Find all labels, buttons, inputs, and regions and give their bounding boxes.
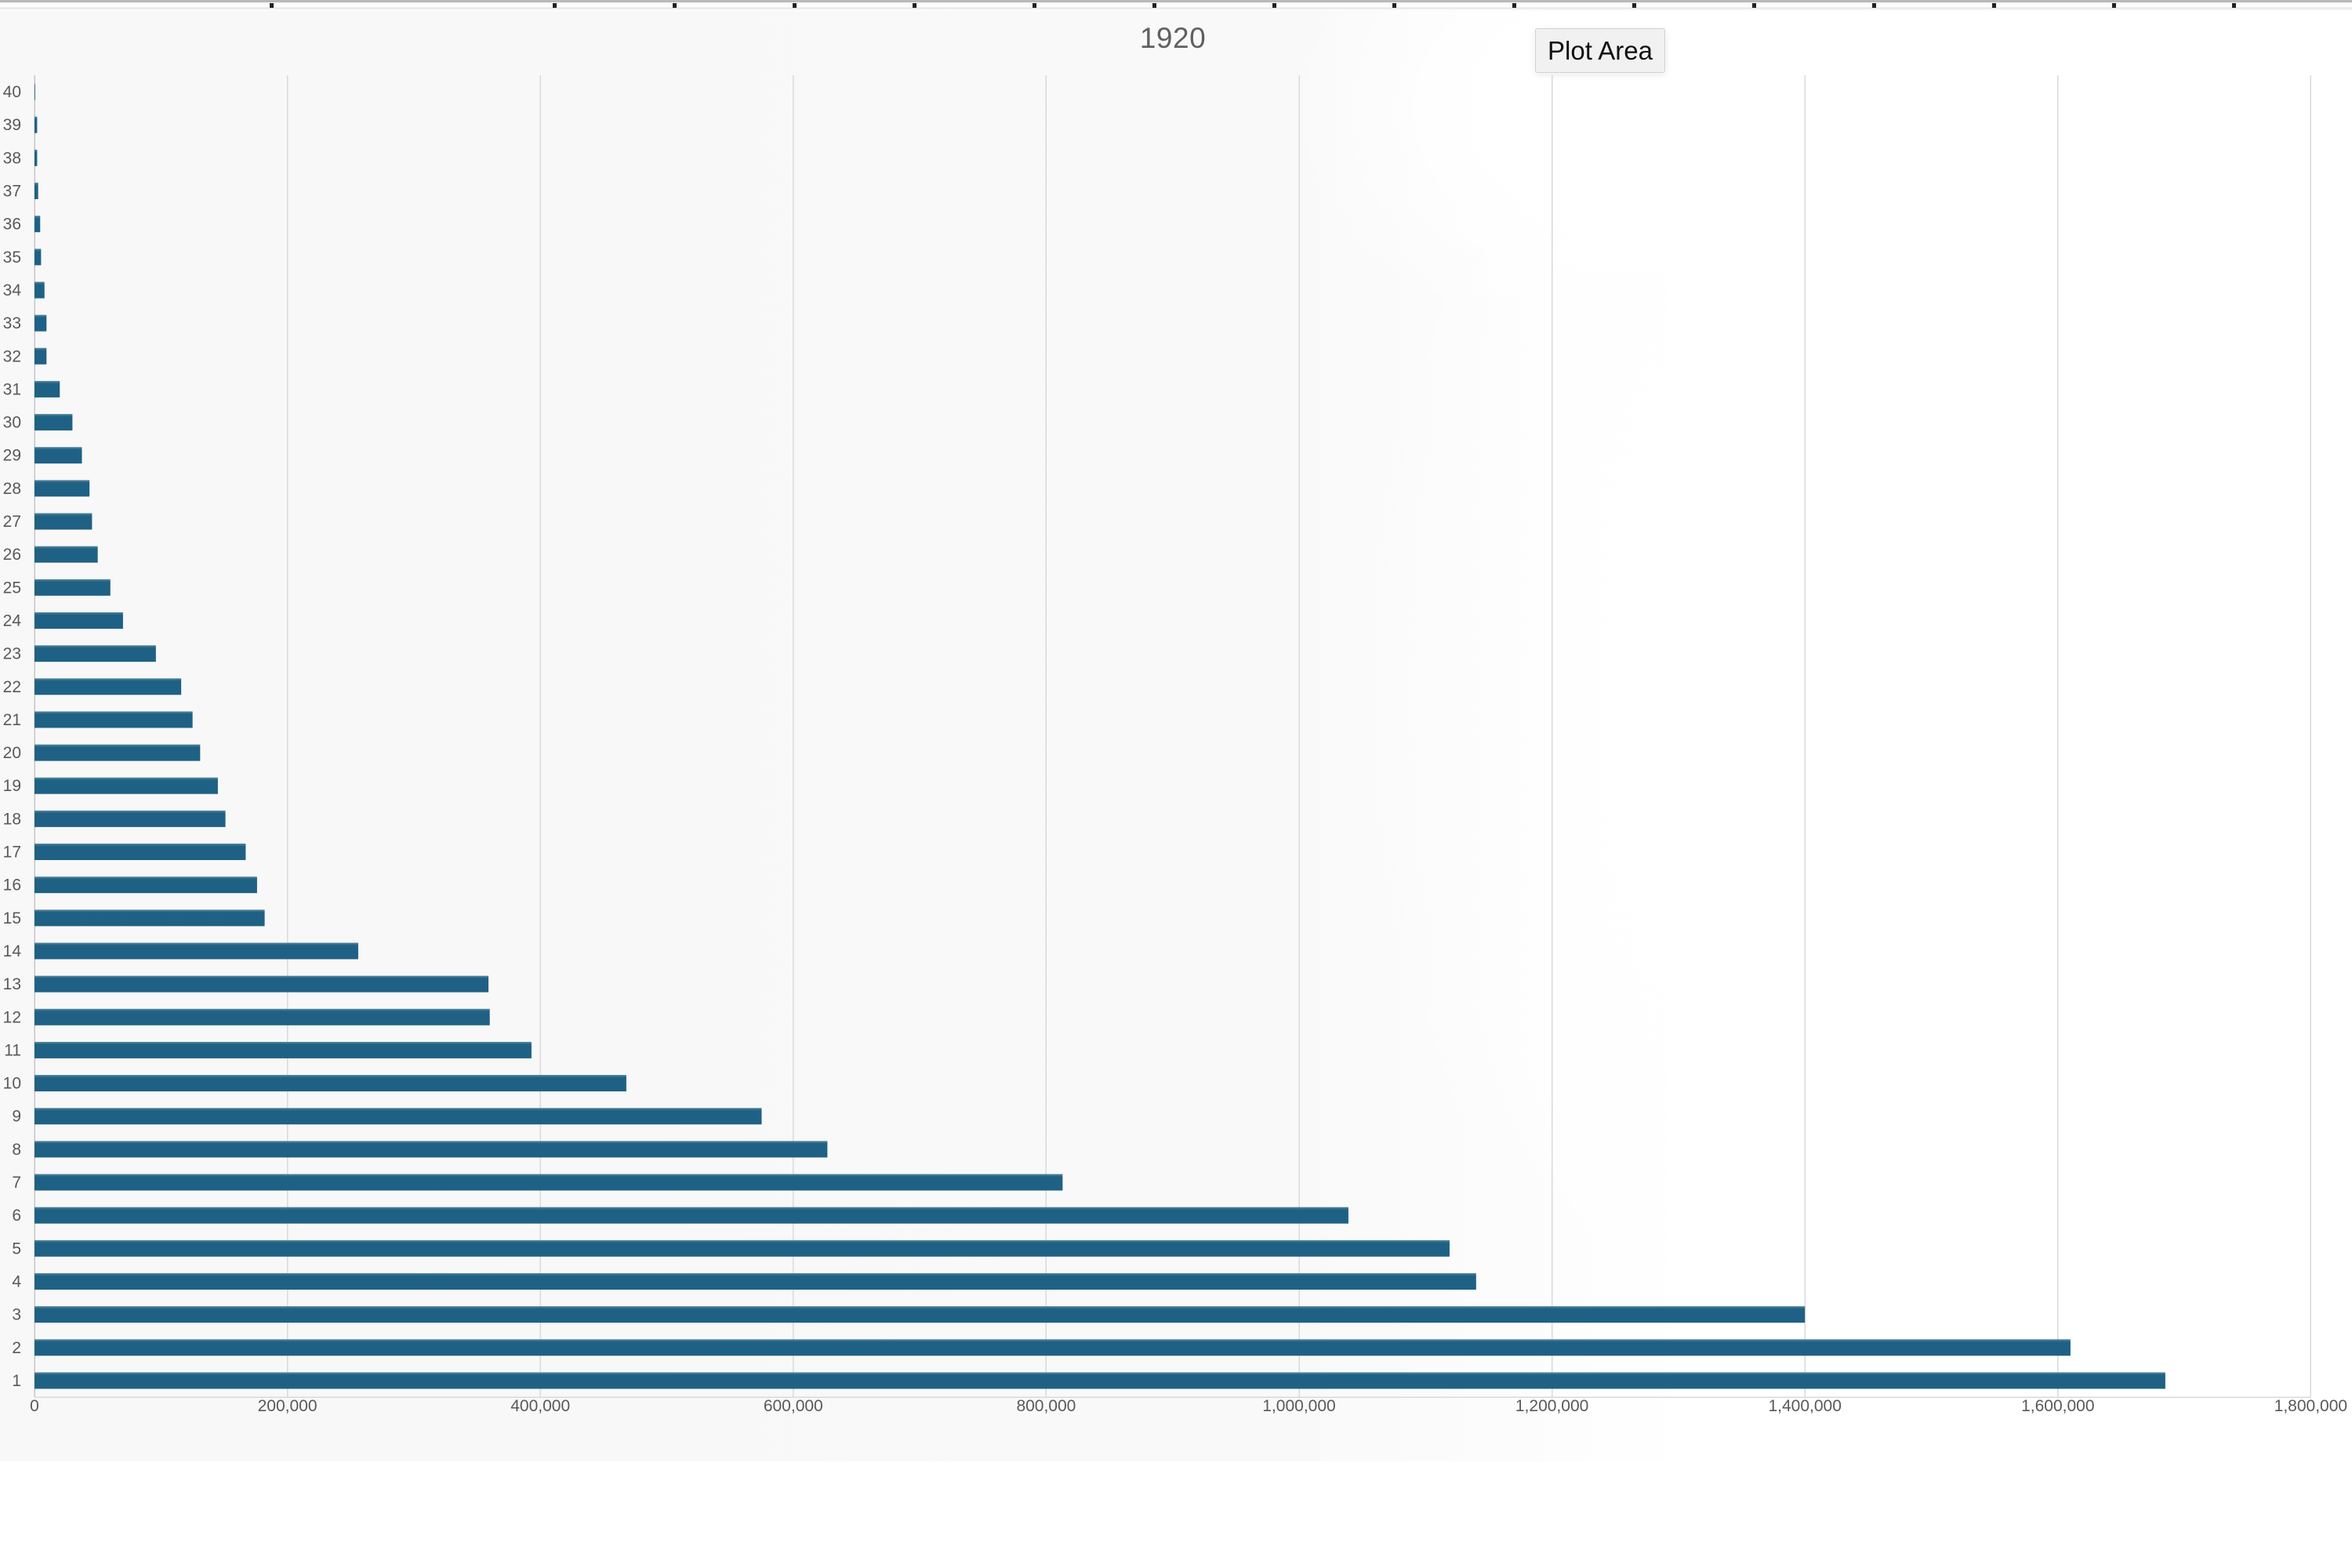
y-axis-tick-label: 32 <box>3 347 21 365</box>
y-axis-tick-label: 37 <box>3 183 21 201</box>
y-axis-tick-label: 33 <box>3 314 21 332</box>
bar-category-21[interactable] <box>34 711 193 728</box>
y-axis-tick-label: 34 <box>3 281 22 299</box>
y-axis-tick-label: 31 <box>3 380 21 398</box>
y-axis-tick-label: 29 <box>3 447 21 465</box>
y-axis-tick-label: 8 <box>12 1141 21 1159</box>
bar-category-30[interactable] <box>34 414 73 431</box>
x-axis-tick-label: 0 <box>30 1397 39 1415</box>
bar-category-11[interactable] <box>34 1041 532 1058</box>
y-axis-tick-label: 11 <box>4 1041 21 1059</box>
toolbar-strip-marks <box>553 3 2237 8</box>
bar-category-37[interactable] <box>34 183 38 200</box>
y-axis-tick-label: 10 <box>3 1075 21 1093</box>
bar-category-14[interactable] <box>34 942 358 960</box>
plot-area-tooltip: Plot Area <box>1535 28 1665 73</box>
x-axis-tick-label: 200,000 <box>258 1397 318 1415</box>
bar-category-39[interactable] <box>34 116 38 133</box>
plot-area-tooltip-label: Plot Area <box>1548 35 1653 65</box>
y-axis-tick-label: 18 <box>3 810 21 828</box>
chart-title[interactable]: 1920 <box>1139 22 1207 54</box>
bar-category-33[interactable] <box>34 314 47 332</box>
bar-category-32[interactable] <box>34 347 47 365</box>
bar-category-3[interactable] <box>34 1306 1806 1323</box>
bar-category-22[interactable] <box>34 678 182 695</box>
y-axis-tick-label: 24 <box>3 612 22 630</box>
x-axis-tick-label: 800,000 <box>1016 1397 1076 1415</box>
y-axis-tick-label: 28 <box>3 480 21 498</box>
clipped-toolbar-strip <box>0 0 2352 11</box>
y-axis-tick-label: 12 <box>3 1008 21 1026</box>
plot-area[interactable] <box>34 75 2310 1397</box>
y-axis-tick-label: 36 <box>3 216 21 234</box>
bar-category-27[interactable] <box>34 513 93 530</box>
bar-category-35[interactable] <box>34 249 42 266</box>
bar-category-5[interactable] <box>34 1240 1450 1257</box>
y-axis-tick-label: 17 <box>3 844 21 862</box>
bar-category-18[interactable] <box>34 810 226 827</box>
y-axis-tick-label: 2 <box>12 1339 21 1357</box>
y-axis-tick-label: 15 <box>3 909 21 927</box>
x-axis-tick-label: 1,200,000 <box>1515 1397 1588 1415</box>
x-axis-tick-label: 1,000,000 <box>1262 1397 1335 1415</box>
y-axis-tick-label: 27 <box>3 513 21 531</box>
bar-category-6[interactable] <box>34 1207 1348 1224</box>
x-axis-tick-label: 600,000 <box>764 1397 823 1415</box>
y-axis-tick-label: 19 <box>3 777 21 795</box>
bar-category-23[interactable] <box>34 645 156 662</box>
y-axis-tick-label: 14 <box>3 942 22 960</box>
bar-category-36[interactable] <box>34 216 41 233</box>
y-axis-tick-label: 7 <box>12 1174 21 1192</box>
y-axis-tick-label: 20 <box>3 744 21 762</box>
bar-category-20[interactable] <box>34 744 201 761</box>
toolbar-strip-marks <box>270 3 274 8</box>
bar-category-15[interactable] <box>34 909 265 927</box>
y-axis-tick-label: 25 <box>3 579 21 597</box>
bar-category-26[interactable] <box>34 546 98 563</box>
bar-category-8[interactable] <box>34 1141 828 1158</box>
y-axis-tick-label: 3 <box>12 1306 21 1324</box>
bar-category-16[interactable] <box>34 877 257 894</box>
bar-category-31[interactable] <box>34 380 60 397</box>
x-axis-tick-label: 1,600,000 <box>2021 1397 2094 1415</box>
bar-category-13[interactable] <box>34 975 489 993</box>
bar-category-17[interactable] <box>34 844 246 861</box>
bar-chart-canvas: 0 200,000 400,000 600,000 800,000 1,000,000 1,… <box>3 75 2347 1415</box>
bar-category-19[interactable] <box>34 777 218 794</box>
bar-category-34[interactable] <box>34 281 45 299</box>
y-axis-tick-label: 23 <box>3 645 21 663</box>
y-axis-tick-label: 13 <box>3 975 21 993</box>
y-axis-tick-label: 35 <box>3 249 21 267</box>
y-axis-tick-label: 26 <box>3 546 21 564</box>
bar-category-2[interactable] <box>34 1339 2071 1356</box>
bar-category-25[interactable] <box>34 579 111 596</box>
bar-category-7[interactable] <box>34 1174 1063 1191</box>
bar-category-1[interactable] <box>34 1372 2165 1389</box>
x-axis-tick-label: 1,400,000 <box>1768 1397 1841 1415</box>
y-axis-tick-label: 21 <box>3 711 21 729</box>
y-axis-tick-label: 1 <box>12 1372 21 1390</box>
y-axis-tick-label: 5 <box>12 1240 21 1258</box>
bar-category-4[interactable] <box>34 1272 1476 1290</box>
bar-category-38[interactable] <box>34 149 38 166</box>
x-axis-tick-label: 400,000 <box>510 1397 570 1415</box>
bar-category-29[interactable] <box>34 447 82 464</box>
y-axis-tick-label: 4 <box>12 1272 21 1290</box>
bar-category-9[interactable] <box>34 1108 762 1125</box>
y-axis-tick-label: 39 <box>3 116 21 134</box>
y-axis-tick-label: 38 <box>3 149 21 167</box>
y-axis-tick-label: 22 <box>3 678 21 696</box>
y-axis-tick-label: 9 <box>12 1108 21 1126</box>
y-axis-tick-label: 6 <box>12 1207 21 1225</box>
bar-category-28[interactable] <box>34 480 90 497</box>
bar-category-10[interactable] <box>34 1075 626 1092</box>
bar-category-24[interactable] <box>34 612 123 629</box>
x-axis-tick-label: 1,800,000 <box>2274 1397 2347 1415</box>
bar-category-12[interactable] <box>34 1008 490 1025</box>
y-axis-tick-label: 16 <box>3 877 21 895</box>
bar-category-40[interactable] <box>34 83 35 100</box>
y-axis-tick-label: 30 <box>3 414 21 432</box>
y-axis-tick-label: 40 <box>3 83 21 101</box>
